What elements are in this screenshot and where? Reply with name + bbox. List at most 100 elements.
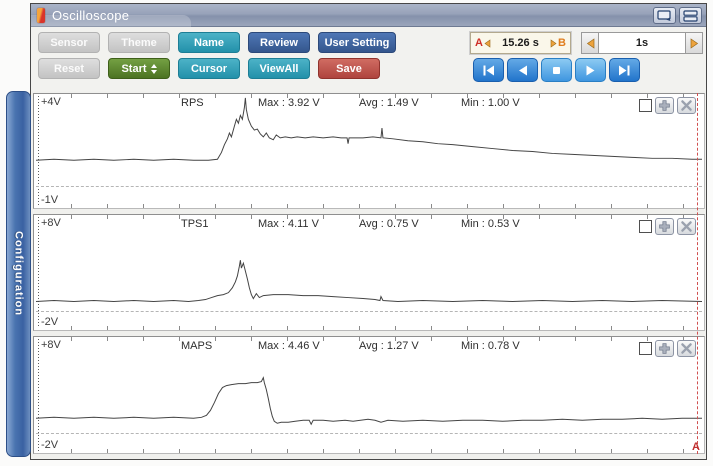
zero-volt-line — [36, 186, 702, 187]
channel-controls — [639, 97, 696, 114]
channel-controls — [639, 340, 696, 357]
waveform-tps1 — [35, 260, 703, 302]
cursor-a-line[interactable] — [697, 93, 698, 454]
a-left-arrow-icon[interactable] — [484, 38, 491, 48]
left-axis-dots — [38, 96, 39, 206]
spinner-icon — [150, 63, 157, 74]
skip-end-icon — [619, 65, 630, 75]
close-icon — [681, 100, 692, 111]
cursor-button[interactable]: Cursor — [178, 58, 240, 79]
titlebar-buttons — [653, 7, 702, 24]
skip-end-button[interactable] — [609, 58, 640, 82]
timebase-increase-button[interactable] — [685, 32, 703, 54]
channel-checkbox[interactable] — [639, 342, 652, 355]
close-icon — [681, 343, 692, 354]
play-button[interactable] — [575, 58, 606, 82]
stat-min: Min : 0.78 V — [461, 340, 520, 352]
tick-marks — [36, 215, 702, 219]
zero-volt-line — [36, 433, 702, 434]
left-axis-dots — [38, 339, 39, 451]
close-channel-button[interactable] — [677, 218, 696, 235]
start-button-label: Start — [121, 62, 147, 75]
tile-windows-icon — [683, 9, 698, 22]
ab-range-box[interactable]: A 15.26 s B — [469, 31, 572, 55]
voltage-top-label: +8V — [41, 339, 61, 351]
voltage-bottom-label: -2V — [41, 316, 59, 328]
tick-marks — [36, 326, 702, 330]
stat-avg: Avg : 0.75 V — [359, 218, 419, 230]
configuration-tab[interactable]: Configuration — [6, 91, 31, 457]
stat-min: Min : 1.00 V — [461, 97, 520, 109]
tick-marks — [36, 449, 702, 453]
play-icon — [586, 65, 595, 75]
right-arrow-icon — [690, 37, 698, 49]
ab-range-value: 15.26 s — [502, 37, 539, 49]
cursor-a-tag: A — [475, 37, 483, 49]
timebase-decrease-button[interactable] — [581, 32, 599, 54]
channel-panel-maps: +8V -2V MAPS Max : 4.46 V Avg : 1.27 V M… — [33, 336, 705, 454]
channel-name: MAPS — [181, 340, 213, 352]
stat-max: Max : 4.11 V — [258, 218, 319, 230]
timebase-control: 1s — [581, 32, 703, 54]
left-arrow-icon — [586, 37, 594, 49]
cursor-b-tag: B — [558, 37, 566, 49]
channel-controls — [639, 218, 696, 235]
app-icon — [37, 7, 45, 23]
zero-volt-line — [36, 311, 702, 312]
channel-name: RPS — [181, 97, 204, 109]
channel-panel-rps: +4V -1V RPS Max : 3.92 V Avg : 1.49 V Mi… — [33, 93, 705, 209]
stat-min: Min : 0.53 V — [461, 218, 520, 230]
step-back-button[interactable] — [507, 58, 538, 82]
voltage-bottom-label: -2V — [41, 439, 59, 451]
restore-window-icon — [657, 9, 671, 21]
expand-channel-button[interactable] — [655, 218, 674, 235]
save-button[interactable]: Save — [318, 58, 380, 79]
plus-icon — [659, 221, 670, 232]
sensor-button[interactable]: Sensor — [38, 32, 100, 53]
tick-marks — [36, 337, 702, 341]
plus-icon — [659, 100, 670, 111]
channel-panel-tps1: +8V -2V TPS1 Max : 4.11 V Avg : 0.75 V M… — [33, 214, 705, 331]
tile-windows-button[interactable] — [679, 7, 702, 24]
expand-channel-button[interactable] — [655, 97, 674, 114]
skip-start-icon — [483, 65, 494, 75]
user-setting-button[interactable]: User Setting — [318, 32, 396, 53]
titlebar[interactable]: Oscilloscope — [31, 4, 706, 27]
stat-max: Max : 4.46 V — [258, 340, 320, 352]
b-right-arrow-icon[interactable] — [550, 38, 557, 48]
skip-start-button[interactable] — [473, 58, 504, 82]
voltage-top-label: +4V — [41, 96, 61, 108]
waveform-maps — [35, 376, 703, 426]
close-channel-button[interactable] — [677, 340, 696, 357]
reset-button[interactable]: Reset — [38, 58, 100, 79]
plus-icon — [659, 343, 670, 354]
expand-channel-button[interactable] — [655, 340, 674, 357]
tick-marks — [36, 204, 702, 208]
playback-controls — [473, 58, 640, 82]
voltage-bottom-label: -1V — [41, 194, 59, 206]
toolbar: Sensor Theme Name Review User Setting Re… — [31, 27, 706, 91]
step-back-icon — [519, 65, 527, 75]
close-icon — [681, 221, 692, 232]
review-button[interactable]: Review — [248, 32, 310, 53]
channel-checkbox[interactable] — [639, 99, 652, 112]
cursor-a-label: A — [692, 441, 700, 453]
waveform-rps — [35, 97, 703, 161]
timebase-value: 1s — [599, 32, 685, 54]
theme-button[interactable]: Theme — [108, 32, 170, 53]
start-button[interactable]: Start — [108, 58, 170, 79]
stat-avg: Avg : 1.27 V — [359, 340, 419, 352]
toolbar-row-2: Reset Start Cursor ViewAll Save — [38, 58, 380, 79]
viewall-button[interactable]: ViewAll — [248, 58, 310, 79]
restore-window-button[interactable] — [653, 7, 676, 24]
configuration-tab-label: Configuration — [12, 231, 25, 317]
stop-button[interactable] — [541, 58, 572, 82]
left-axis-dots — [38, 217, 39, 328]
close-channel-button[interactable] — [677, 97, 696, 114]
voltage-top-label: +8V — [41, 217, 61, 229]
channel-checkbox[interactable] — [639, 220, 652, 233]
channel-name: TPS1 — [181, 218, 209, 230]
name-button[interactable]: Name — [178, 32, 240, 53]
stop-icon — [553, 66, 560, 74]
tick-marks — [36, 94, 702, 98]
